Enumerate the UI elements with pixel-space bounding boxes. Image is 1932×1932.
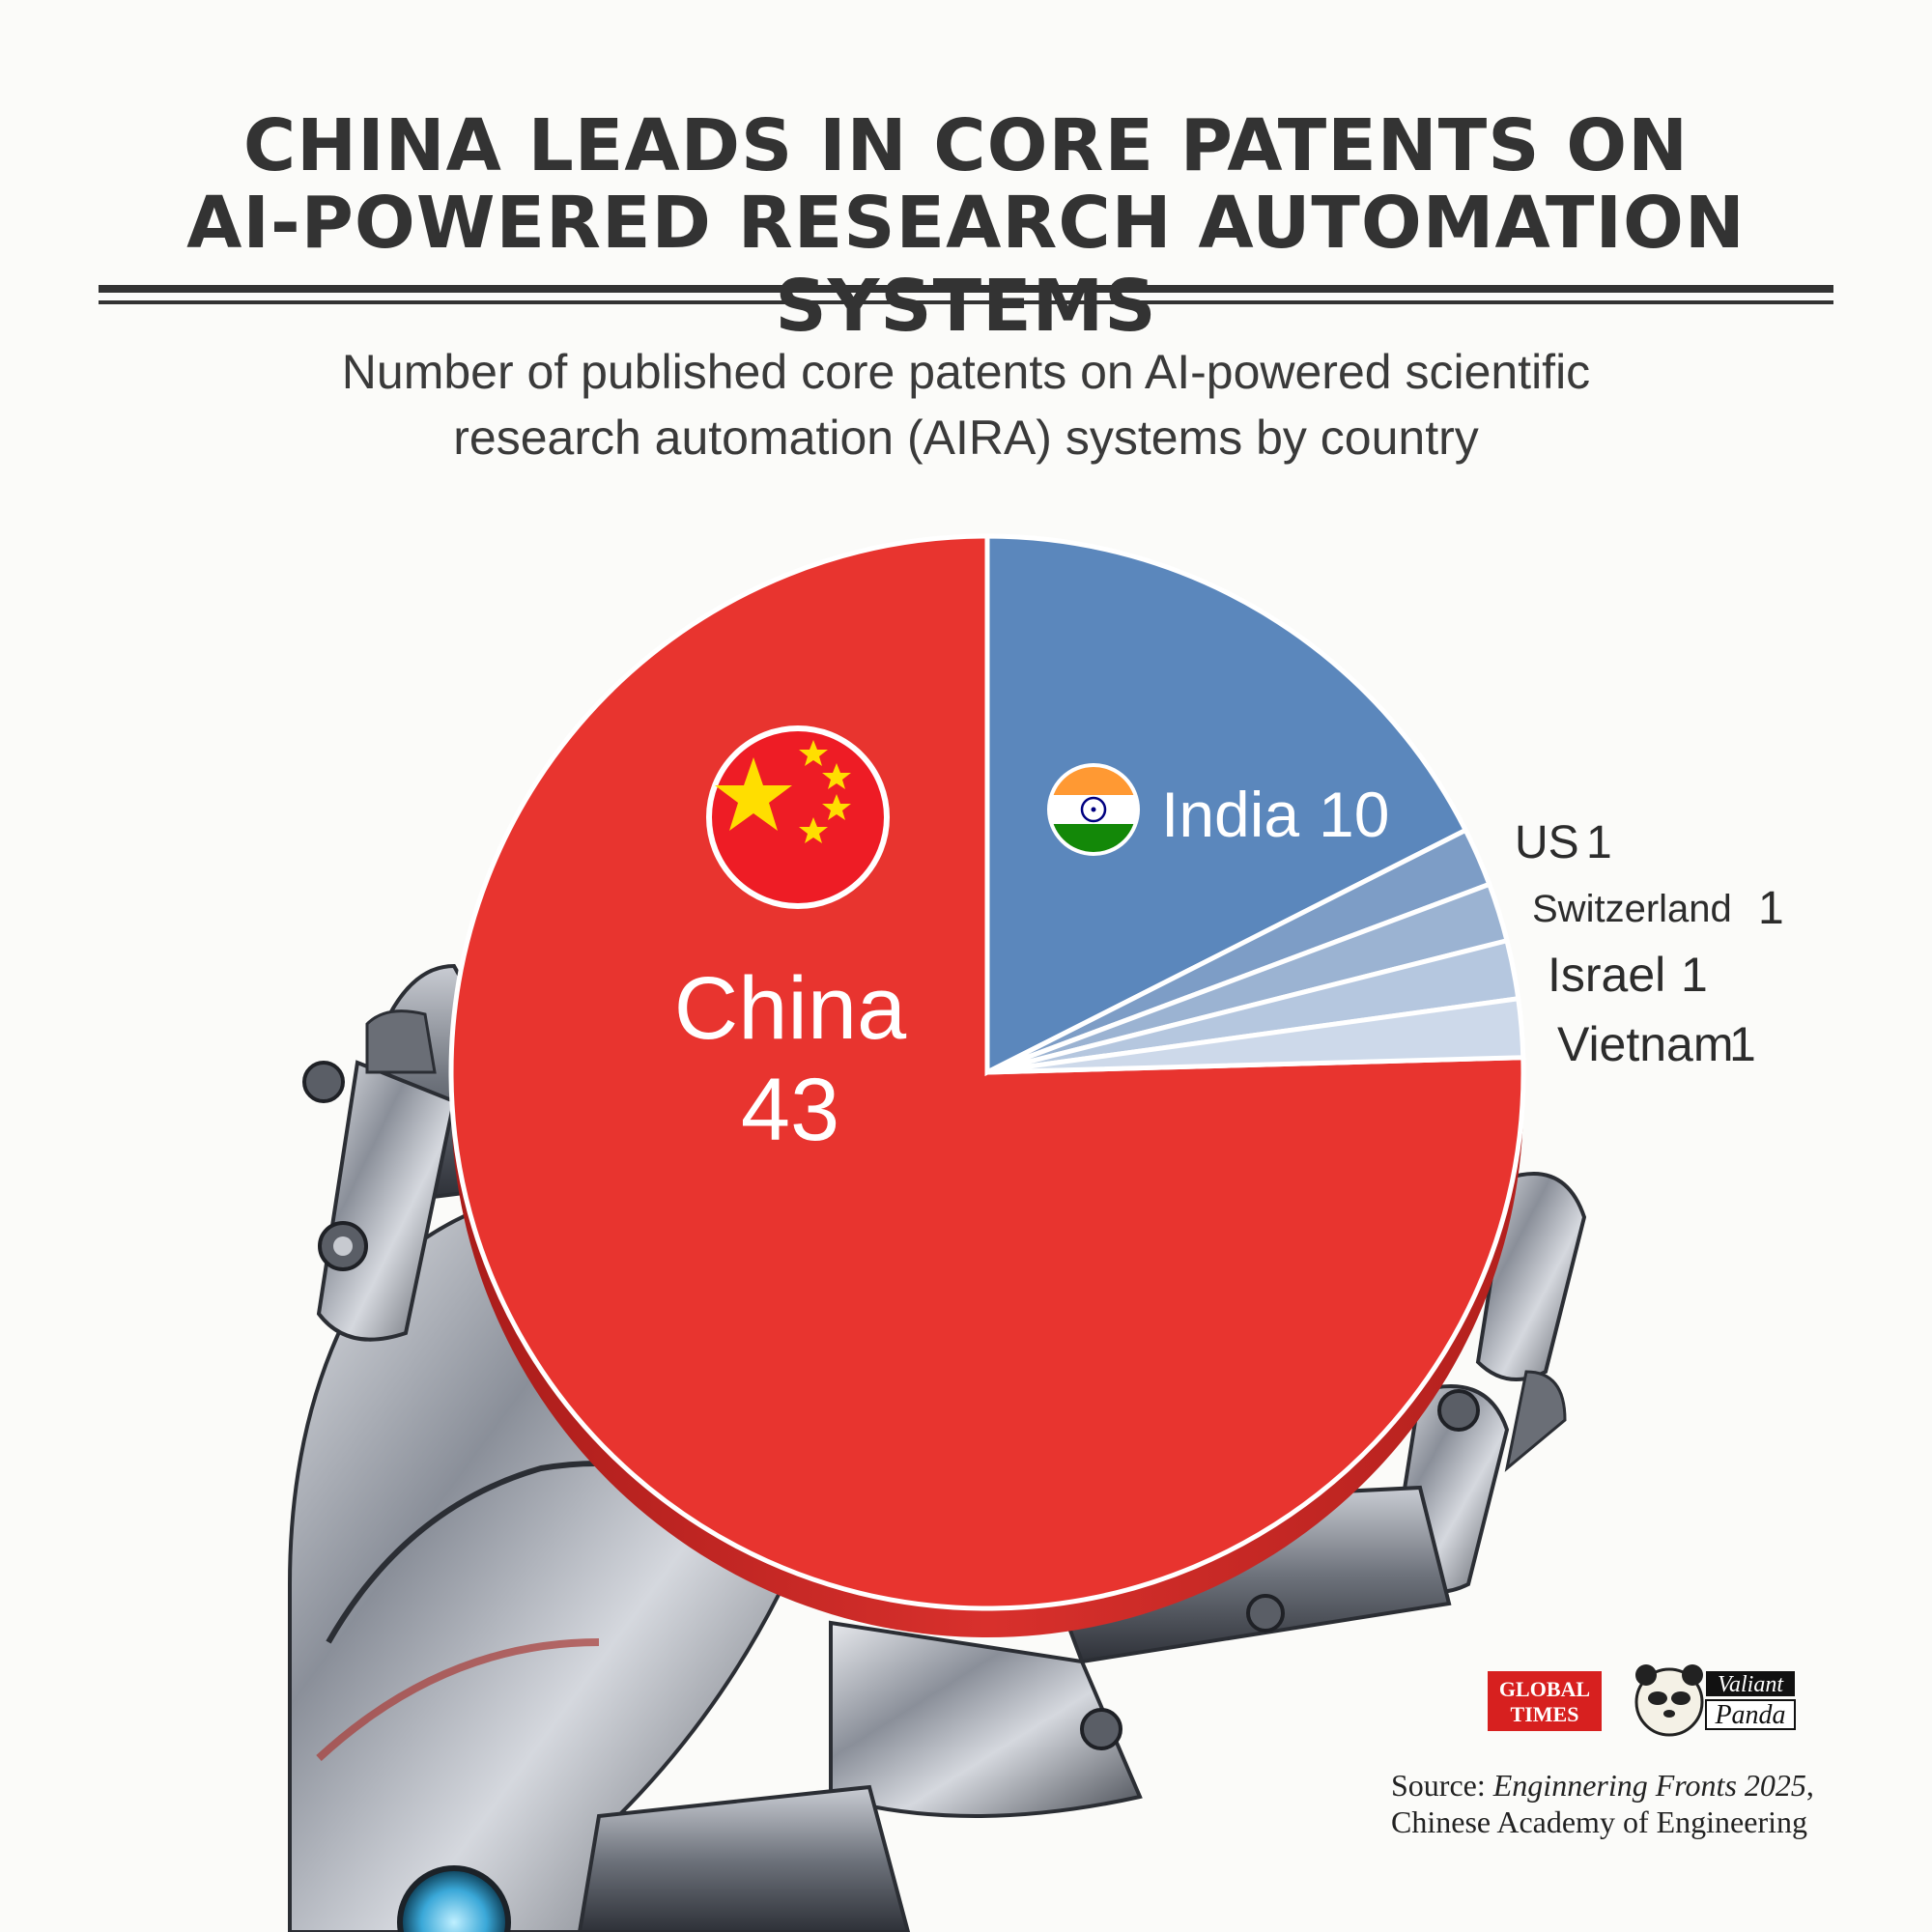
label-india-name: India	[1161, 779, 1299, 850]
source-prefix: Source:	[1391, 1768, 1493, 1803]
source-line-1: Source: Enginnering Fronts 2025,	[1391, 1768, 1814, 1804]
subtitle-line-2: research automation (AIRA) systems by co…	[453, 411, 1479, 465]
label-switzerland-value: 1	[1758, 883, 1784, 934]
label-us-name: US	[1515, 817, 1579, 868]
label-switzerland-name: Switzerland	[1532, 888, 1732, 930]
label-china-value: 43	[741, 1061, 839, 1159]
source-line-2: Chinese Academy of Engineering	[1391, 1804, 1807, 1839]
source-suffix: ,	[1805, 1768, 1814, 1803]
title-rule-thick	[99, 285, 1833, 293]
title-line-1: CHINA LEADS IN CORE PATENTS ON	[242, 104, 1690, 187]
global-times-logo-top: GLOBAL	[1499, 1677, 1590, 1701]
label-us-value: 1	[1586, 817, 1612, 868]
pie-slices	[448, 533, 1526, 1611]
panda-icon	[1634, 1664, 1704, 1737]
label-vietnam-name: Vietnam	[1557, 1017, 1734, 1071]
pie-labels: China 43 India 10 US 1 Switzerland 1 Isr…	[674, 779, 1784, 1159]
global-times-logo: GLOBAL TIMES	[1488, 1671, 1602, 1731]
label-china-name: China	[674, 959, 907, 1058]
india-flag-icon	[1047, 763, 1140, 856]
pie-slice-india	[984, 533, 1469, 1077]
label-israel-value: 1	[1681, 948, 1708, 1002]
subtitle-line-1: Number of published core patents on AI-p…	[341, 345, 1591, 399]
title-line-2: AI-POWERED RESEARCH AUTOMATION SYSTEMS	[186, 182, 1746, 348]
china-flag-icon	[706, 725, 890, 909]
label-israel-name: Israel	[1548, 948, 1665, 1002]
global-times-logo-bottom: TIMES	[1511, 1702, 1579, 1726]
valiant-panda-logo-bottom: Panda	[1714, 1700, 1785, 1730]
valiant-panda-logo-top: Valiant	[1718, 1672, 1784, 1697]
label-vietnam-value: 1	[1729, 1017, 1756, 1071]
valiant-panda-logo: Valiant Panda	[1634, 1664, 1796, 1737]
pie-slice-vietnam	[986, 995, 1526, 1075]
title-rule-thin	[99, 300, 1833, 304]
label-india-value: 10	[1319, 779, 1389, 850]
source-publication: Enginnering Fronts 2025	[1492, 1768, 1806, 1803]
